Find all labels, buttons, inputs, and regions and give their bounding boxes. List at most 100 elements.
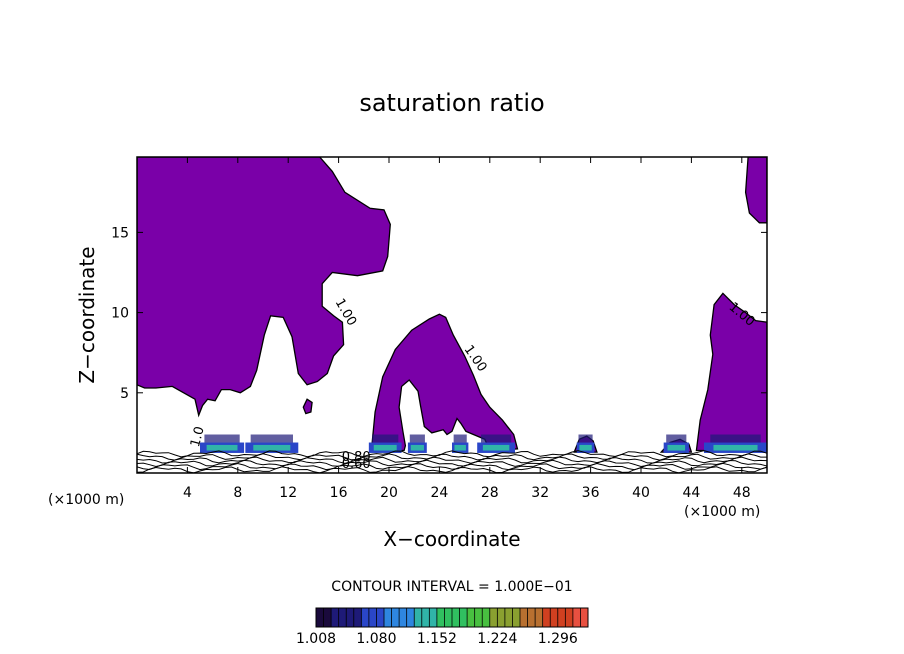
colorbar-cell <box>414 608 423 627</box>
colorbar-cell <box>376 608 385 627</box>
colorbar-cell <box>497 608 506 627</box>
subsaturated-contour-3 <box>137 459 767 468</box>
colorbar-cell <box>474 608 483 627</box>
colorbar-tick-label: 1.224 <box>477 631 517 647</box>
x-tick-label: 8 <box>233 485 242 501</box>
x-unit-right: (×1000 m) <box>684 504 760 520</box>
high-saturation-patches <box>200 434 767 453</box>
colorbar-cell <box>550 608 559 627</box>
chart-title: saturation ratio <box>359 89 544 117</box>
saturation-fringe-0 <box>204 434 240 443</box>
colorbar-cell <box>429 608 438 627</box>
x-tick-label: 40 <box>632 485 650 501</box>
plot-area: 1.001.001.000.800.601.0 <box>137 157 767 473</box>
colorbar-tick-label: 1.008 <box>296 631 336 647</box>
contour-label-4: 0.60 <box>342 457 371 472</box>
saturation-fringe-6 <box>578 434 593 443</box>
y-tick-label: 5 <box>120 386 129 402</box>
colorbar-cell <box>572 608 581 627</box>
colorbar-cell <box>452 608 460 627</box>
supersaturated-region-2 <box>695 292 767 452</box>
colorbar-tick-labels: 1.008 1.080 1.152 1.224 1.296 <box>296 631 578 647</box>
colorbar-cell <box>338 608 347 627</box>
colorbar-cell <box>399 608 407 627</box>
x-axis-label: X−coordinate <box>383 527 520 551</box>
colorbar-cell <box>316 608 324 627</box>
contour-label-5: 1.0 <box>188 425 208 449</box>
colorbar-cell <box>346 608 355 627</box>
saturation-core-7 <box>667 444 686 451</box>
saturation-fringe-2 <box>372 434 399 443</box>
x-tick-label: 12 <box>279 485 297 501</box>
colorbar-cell <box>489 608 498 627</box>
colorbar-cell <box>520 608 528 627</box>
colorbar-cell <box>406 608 415 627</box>
saturation-fringe-1 <box>250 434 293 443</box>
supersaturated-region-4 <box>302 398 313 415</box>
colorbar-cell <box>384 608 392 627</box>
colorbar-tick-label: 1.080 <box>356 631 396 647</box>
saturation-fringe-8 <box>710 434 761 443</box>
x-tick-label: 48 <box>733 485 751 501</box>
supersaturation-fills <box>137 157 767 453</box>
colorbar-cell <box>391 608 400 627</box>
colorbar-cell <box>580 608 589 627</box>
colorbar <box>315 607 589 628</box>
saturation-core-5 <box>482 444 510 451</box>
saturation-fringe-7 <box>666 434 687 443</box>
colorbar-cell <box>565 608 574 627</box>
supersaturated-region-1 <box>370 313 519 452</box>
colorbar-cell <box>535 608 543 627</box>
colorbar-cell <box>353 608 362 627</box>
subsaturated-contour-1 <box>137 453 767 461</box>
saturation-fringe-3 <box>409 434 425 443</box>
x-tick-label: 16 <box>330 485 348 501</box>
saturation-core-3 <box>410 444 424 451</box>
x-unit-left: (×1000 m) <box>48 492 124 508</box>
saturation-core-4 <box>454 444 466 451</box>
subsaturated-contour-lines <box>137 450 767 473</box>
colorbar-cell <box>361 608 370 627</box>
colorbar-cell <box>557 608 566 627</box>
x-tick-label: 32 <box>531 485 549 501</box>
x-tick-label: 44 <box>682 485 700 501</box>
colorbar-cell <box>368 608 377 627</box>
saturation-core-2 <box>373 444 397 451</box>
y-tick-label: 15 <box>111 225 129 241</box>
x-axis-ticks: 4 8 12 16 20 24 28 32 36 40 44 48 <box>183 157 751 501</box>
colorbar-cell <box>459 608 468 627</box>
contour-interval-note: CONTOUR INTERVAL = 1.000E−01 <box>331 579 572 595</box>
colorbar-cell <box>323 608 332 627</box>
colorbar-cell <box>512 608 521 627</box>
supersaturated-region-3 <box>744 157 767 224</box>
subsaturated-contour-2 <box>137 456 767 464</box>
colorbar-cell <box>331 608 339 627</box>
colorbar-frame <box>315 607 589 628</box>
x-tick-label: 24 <box>430 485 448 501</box>
x-tick-label: 36 <box>582 485 600 501</box>
x-tick-label: 28 <box>481 485 499 501</box>
saturation-core-0 <box>206 444 238 451</box>
supersaturated-region-0 <box>137 157 391 418</box>
colorbar-cell <box>482 608 491 627</box>
y-axis-ticks: 5 10 15 <box>111 225 767 402</box>
contour-label-3: 0.80 <box>342 450 371 465</box>
saturation-core-1 <box>253 444 291 451</box>
saturation-core-8 <box>713 444 758 451</box>
subsaturated-contour-0 <box>137 450 767 458</box>
colorbar-cell <box>527 608 536 627</box>
y-axis-label: Z−coordinate <box>75 246 99 383</box>
saturation-fringe-4 <box>453 434 467 443</box>
colorbar-cell <box>421 608 430 627</box>
saturation-core-6 <box>579 444 592 451</box>
saturation-fringe-5 <box>480 434 512 443</box>
colorbar-cell <box>542 608 551 627</box>
colorbar-cell <box>504 608 513 627</box>
colorbar-cell <box>467 608 475 627</box>
y-tick-label: 10 <box>111 306 129 322</box>
colorbar-tick-label: 1.152 <box>417 631 457 647</box>
x-tick-label: 20 <box>380 485 398 501</box>
colorbar-cell <box>444 608 453 627</box>
plot-frame <box>136 156 768 474</box>
